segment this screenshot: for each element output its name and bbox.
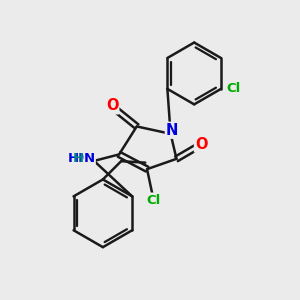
Text: N: N: [84, 152, 95, 165]
Text: Cl: Cl: [147, 194, 161, 207]
Text: O: O: [106, 98, 118, 113]
Text: Cl: Cl: [226, 82, 240, 95]
Text: H: H: [72, 152, 83, 165]
Text: N: N: [166, 123, 178, 138]
Text: O: O: [195, 136, 208, 152]
Text: HN: HN: [68, 152, 90, 165]
